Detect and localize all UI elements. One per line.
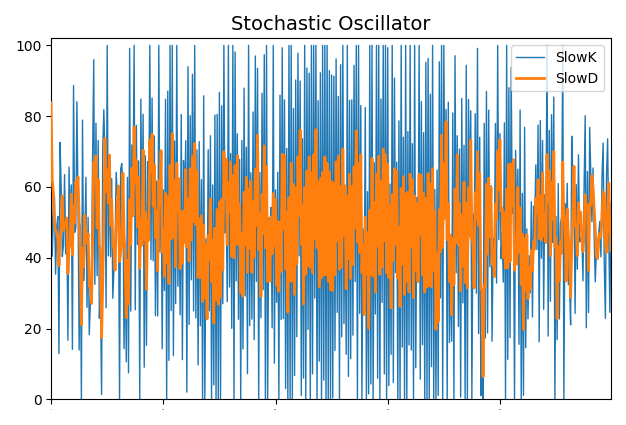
SlowD xyxy=(351,164,358,169)
SlowK xyxy=(316,359,323,364)
SlowK xyxy=(78,397,85,402)
SlowD xyxy=(595,240,602,245)
SlowK xyxy=(48,100,55,105)
Legend: SlowK, SlowD: SlowK, SlowD xyxy=(511,45,604,91)
SlowK xyxy=(596,219,603,224)
SlowK xyxy=(607,201,615,206)
SlowD xyxy=(381,238,388,243)
Title: Stochastic Oscillator: Stochastic Oscillator xyxy=(231,15,431,34)
SlowK xyxy=(103,43,111,48)
SlowK xyxy=(319,43,326,48)
SlowK xyxy=(508,211,516,216)
SlowD xyxy=(508,162,515,167)
SlowD xyxy=(317,176,324,181)
SlowK xyxy=(352,43,360,48)
SlowD xyxy=(48,100,55,105)
SlowD xyxy=(480,374,487,379)
Line: SlowD: SlowD xyxy=(51,103,611,377)
SlowD xyxy=(313,245,321,250)
SlowK xyxy=(383,397,391,402)
Line: SlowK: SlowK xyxy=(51,45,611,399)
SlowD xyxy=(607,248,615,253)
